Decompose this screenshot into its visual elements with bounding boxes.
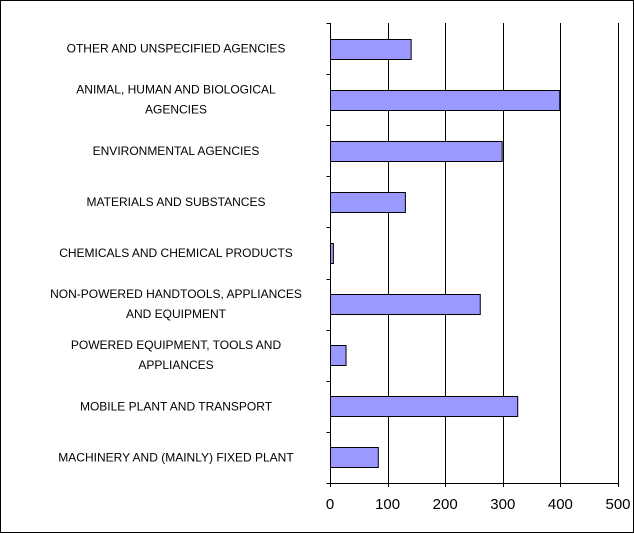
category-label: OTHER AND UNSPECIFIED AGENCIES bbox=[67, 42, 286, 56]
category-label: CHEMICALS AND CHEMICAL PRODUCTS bbox=[59, 246, 293, 260]
bars bbox=[330, 39, 561, 468]
bar bbox=[330, 294, 481, 315]
category-label: ENVIRONMENTAL AGENCIES bbox=[93, 144, 260, 158]
x-tick-labels: 0 100 200 300 400 500 bbox=[326, 496, 631, 513]
x-tick-label: 0 bbox=[326, 496, 334, 513]
bar bbox=[330, 192, 406, 213]
axes bbox=[326, 23, 619, 487]
x-tick-label: 500 bbox=[605, 496, 630, 513]
bar bbox=[330, 345, 347, 366]
category-label: MOBILE PLANT AND TRANSPORT bbox=[80, 399, 273, 413]
bar bbox=[330, 39, 412, 60]
bar bbox=[330, 396, 519, 417]
category-label: MATERIALS AND SUBSTANCES bbox=[87, 195, 266, 209]
category-label: MACHINERY AND (MAINLY) FIXED PLANT bbox=[58, 450, 294, 464]
category-label: ANIMAL, HUMAN AND BIOLOGICAL AGENCIES bbox=[76, 83, 276, 117]
x-tick-label: 300 bbox=[490, 496, 515, 513]
category-label: POWERED EQUIPMENT, TOOLS AND APPLIANCES bbox=[71, 338, 282, 372]
x-tick-label: 100 bbox=[375, 496, 400, 513]
bar bbox=[330, 447, 379, 468]
bar bbox=[330, 90, 561, 111]
category-label: NON-POWERED HANDTOOLS, APPLIANCES AND EQU… bbox=[50, 287, 302, 321]
x-tick-label: 400 bbox=[548, 496, 573, 513]
category-labels: OTHER AND UNSPECIFIED AGENCIES ANIMAL, HU… bbox=[50, 42, 302, 465]
x-tick-label: 200 bbox=[433, 496, 458, 513]
bar bbox=[330, 141, 503, 162]
